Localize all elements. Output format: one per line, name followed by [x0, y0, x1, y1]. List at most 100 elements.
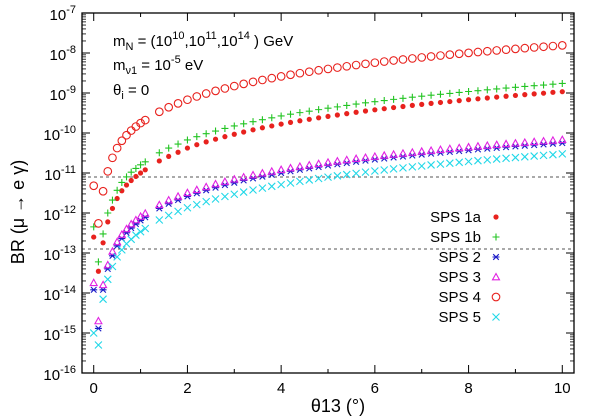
point-sps-3 [510, 138, 520, 147]
point-sps-4 [112, 143, 122, 153]
y-tick-label: 10-9 [50, 84, 76, 104]
point-sps-1b [361, 99, 369, 107]
point-sps-1b [202, 130, 210, 138]
point-sps-4 [539, 42, 548, 52]
point-sps-4 [286, 70, 295, 80]
point-sps-1a [550, 89, 556, 95]
point-sps-4 [140, 115, 150, 125]
point-sps-1a [306, 116, 312, 122]
point-sps-1a [128, 177, 134, 184]
legend-marker-sps-1b [492, 233, 500, 241]
point-sps-5 [202, 197, 211, 206]
point-sps-1a [465, 97, 472, 103]
point-sps-4 [473, 47, 483, 57]
point-sps-1b [558, 79, 566, 87]
point-sps-5 [183, 203, 192, 212]
point-sps-1a [133, 173, 139, 180]
point-sps-3 [117, 229, 127, 238]
point-sps-4 [201, 89, 211, 98]
point-sps-1a [241, 129, 247, 135]
point-sps-5 [417, 162, 426, 170]
parameter-annotations: mN = (1010,1011,1014 ) GeV mν1 = 10-5 eV… [113, 30, 293, 102]
point-sps-5 [502, 154, 510, 163]
point-sps-1a [381, 106, 387, 112]
point-sps-3 [351, 154, 361, 163]
point-sps-3 [492, 140, 502, 149]
point-sps-5 [239, 188, 248, 196]
point-sps-1a [142, 167, 148, 173]
point-sps-2 [193, 190, 201, 197]
point-sps-5 [427, 161, 435, 169]
legend-label-sps-4: SPS 4 [438, 289, 481, 306]
point-sps-1a [503, 93, 509, 99]
point-sps-1b [530, 82, 538, 90]
point-sps-4 [183, 95, 192, 105]
point-sps-2 [230, 179, 238, 186]
axis-ticks [82, 12, 574, 374]
point-sps-4 [342, 61, 352, 71]
point-sps-3 [164, 195, 174, 204]
point-sps-3 [417, 146, 427, 155]
y-tick-label: 10-8 [50, 44, 76, 64]
point-sps-1b [540, 81, 548, 89]
point-sps-4 [258, 75, 267, 85]
point-sps-5 [174, 207, 182, 216]
point-sps-4 [361, 59, 370, 69]
point-sps-5 [164, 211, 173, 220]
point-sps-4 [379, 57, 389, 66]
point-sps-5 [113, 252, 122, 261]
point-sps-1b [380, 97, 388, 105]
point-sps-1b [99, 230, 107, 238]
point-sps-3 [154, 200, 164, 209]
point-sps-1b [408, 93, 416, 101]
point-sps-5 [342, 170, 351, 179]
point-sps-1a [91, 234, 97, 240]
point-sps-1b [511, 83, 519, 91]
point-sps-1b [399, 94, 407, 102]
point-sps-2 [549, 140, 557, 147]
point-sps-3 [445, 144, 455, 153]
point-sps-5 [324, 173, 332, 182]
point-sps-4 [220, 84, 230, 93]
point-sps-4 [136, 118, 145, 128]
point-sps-3 [436, 144, 445, 153]
point-sps-2 [258, 173, 266, 180]
point-sps-1a [212, 136, 219, 142]
x-tick-label: 2 [183, 380, 191, 397]
legend-label-sps-5: SPS 5 [438, 309, 481, 326]
point-sps-4 [248, 77, 258, 87]
point-sps-5 [511, 153, 520, 162]
y-tick-labels: 10-16 10-15 10-14 10-13 10-12 10-11 10-10 10-9 1… [43, 4, 76, 384]
point-sps-1b [305, 107, 313, 115]
point-sps-3 [248, 170, 258, 179]
series-sps-3 [89, 135, 567, 325]
point-sps-1a [156, 158, 162, 164]
point-sps-2 [249, 175, 257, 182]
y-tick-label: 10-13 [43, 244, 76, 264]
point-sps-3 [501, 139, 511, 148]
point-sps-2 [123, 229, 131, 236]
point-sps-4 [122, 130, 131, 140]
point-sps-4 [501, 45, 511, 54]
point-sps-3 [239, 172, 249, 181]
point-sps-1a [109, 205, 116, 212]
point-sps-1a [475, 96, 481, 102]
point-sps-5 [445, 159, 454, 168]
point-sps-1a [522, 92, 528, 98]
point-sps-2 [174, 196, 182, 204]
point-sps-4 [314, 65, 323, 75]
point-sps-4 [295, 68, 305, 78]
point-sps-1b [343, 101, 351, 109]
y-tick-label: 10-7 [50, 4, 76, 24]
point-sps-4 [351, 60, 361, 70]
point-sps-2 [183, 193, 191, 200]
point-sps-2 [558, 139, 566, 147]
point-sps-4 [370, 58, 380, 68]
point-sps-1b [127, 168, 135, 176]
point-sps-1b [104, 209, 112, 217]
point-sps-3 [276, 165, 286, 174]
point-sps-1a [119, 188, 125, 194]
point-sps-5 [408, 163, 417, 171]
point-sps-3 [211, 179, 220, 188]
point-sps-3 [182, 188, 192, 197]
